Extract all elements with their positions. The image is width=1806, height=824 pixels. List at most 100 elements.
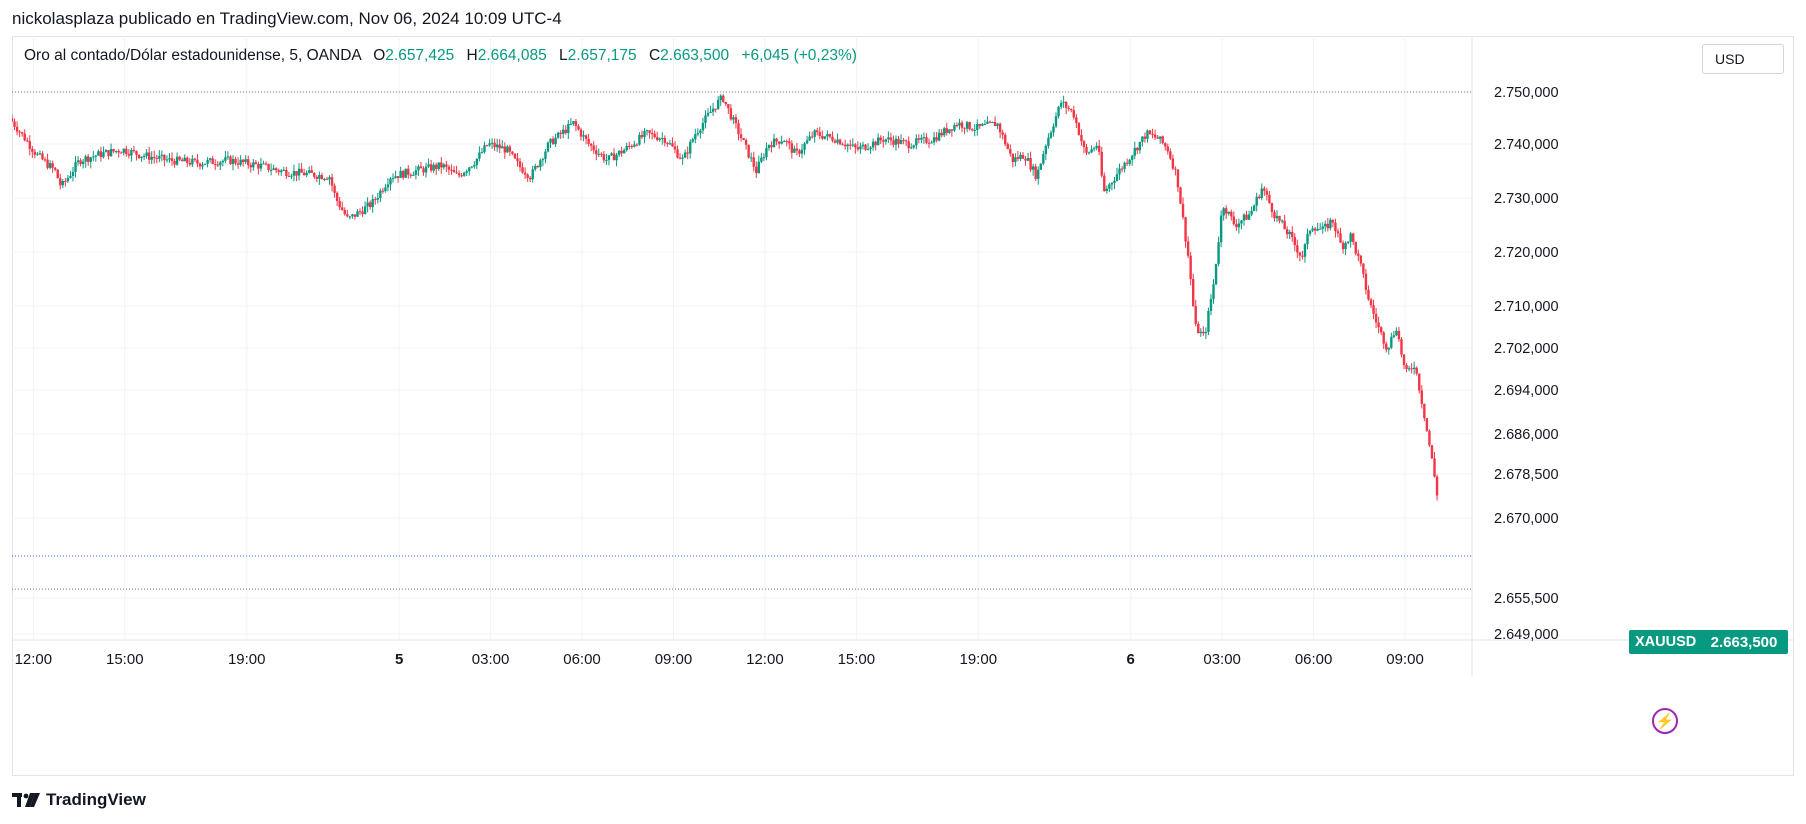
price-axis-label: 2.750,000 — [1494, 85, 1559, 101]
candle-body — [813, 130, 816, 137]
candle-body — [1278, 215, 1281, 221]
candle-body — [729, 108, 733, 120]
candle-body — [1410, 368, 1413, 370]
candle-body — [902, 140, 905, 142]
candle-body — [498, 144, 501, 149]
candle-body — [841, 144, 844, 146]
candle-body — [92, 156, 95, 158]
candle-body — [414, 170, 418, 175]
candle-body — [59, 178, 62, 186]
candle-body — [910, 147, 913, 149]
candle-body — [795, 148, 799, 151]
candle-body — [663, 137, 667, 143]
candle-body — [1428, 430, 1431, 446]
candle-body — [755, 166, 758, 174]
candle-body — [102, 152, 105, 158]
time-axis-label: 15:00 — [106, 651, 144, 668]
candle-body — [1209, 299, 1213, 312]
candle-body — [861, 144, 865, 147]
candle-body — [577, 126, 580, 130]
candle-body — [462, 172, 466, 176]
candle-body — [810, 136, 814, 138]
candle-body — [851, 144, 855, 146]
candle-body — [1245, 214, 1248, 220]
candle-body — [805, 140, 809, 144]
candle-body — [440, 162, 443, 168]
candle-body — [1014, 157, 1017, 163]
candle-body — [607, 155, 611, 161]
candle-body — [714, 108, 717, 110]
candle-body — [320, 174, 324, 180]
candle-body — [1242, 214, 1246, 221]
candle-body — [1186, 241, 1190, 256]
candle-body — [1212, 284, 1215, 300]
candle-body — [274, 168, 278, 171]
candle-body — [435, 164, 438, 169]
candle-body — [777, 141, 781, 144]
candle-body — [907, 141, 910, 149]
candle-body — [61, 181, 65, 186]
candle-body — [562, 129, 565, 134]
candle-body — [1148, 130, 1152, 134]
candle-body — [239, 159, 242, 165]
price-chart[interactable]: 2.750,000 2.740,000 2.730,000 2.720,000 2.71… — [12, 36, 1794, 776]
candle-body — [429, 164, 433, 171]
candle-body — [1321, 226, 1324, 229]
chart-frame — [12, 36, 1794, 776]
candle-body — [1379, 327, 1383, 333]
candle-body — [897, 138, 900, 144]
candle-body — [1009, 148, 1012, 154]
candle-body — [262, 163, 265, 165]
time-axis-label: 03:00 — [472, 651, 510, 668]
footer-brand[interactable]: TradingView — [12, 790, 146, 810]
lightning-icon[interactable]: ⚡ — [1652, 708, 1678, 734]
candle-body — [371, 199, 374, 208]
candle-body — [1392, 335, 1396, 337]
candle-body — [1123, 162, 1126, 169]
candle-body — [732, 117, 735, 120]
candle-body — [628, 145, 631, 147]
candle-body — [584, 135, 588, 139]
candle-body — [409, 174, 413, 176]
time-axis-label: 19:00 — [228, 651, 266, 668]
candle-body — [203, 163, 207, 165]
candle-body — [940, 132, 943, 136]
candle-body — [656, 137, 659, 140]
candle-body — [523, 172, 527, 175]
candle-body — [1138, 141, 1142, 151]
candle-body — [630, 145, 634, 147]
candle-body — [1199, 331, 1203, 334]
candle-body — [899, 140, 903, 144]
candle-body — [610, 153, 613, 156]
currency-button[interactable]: USD — [1702, 44, 1784, 74]
candle-body — [247, 159, 250, 166]
candle-body — [920, 137, 923, 140]
candle-body — [1194, 305, 1197, 324]
candle-body — [490, 142, 494, 144]
candle-body — [549, 138, 552, 143]
candle-body — [130, 150, 133, 156]
candle-body — [1357, 253, 1360, 256]
candle-body — [541, 159, 545, 161]
candle-body — [666, 142, 669, 144]
candle-body — [643, 131, 646, 138]
candle-body — [1026, 157, 1030, 161]
price-axis-label: 2.655,500 — [1494, 591, 1559, 607]
candle-body — [1298, 252, 1302, 256]
candle-body — [854, 144, 857, 148]
candle-body — [1352, 233, 1355, 243]
candle-body — [488, 143, 491, 146]
candle-body — [988, 121, 992, 123]
candle-body — [760, 157, 763, 162]
candle-body — [645, 130, 649, 132]
candle-body — [28, 141, 31, 149]
candle-body — [229, 156, 232, 165]
candle-body — [1092, 148, 1096, 150]
candle-body — [887, 137, 890, 140]
candle-body — [468, 167, 471, 172]
candle-body — [447, 166, 451, 170]
candle-body — [1047, 137, 1050, 146]
candle-body — [635, 144, 639, 146]
candle-body — [76, 160, 80, 163]
candle-body — [38, 153, 42, 155]
